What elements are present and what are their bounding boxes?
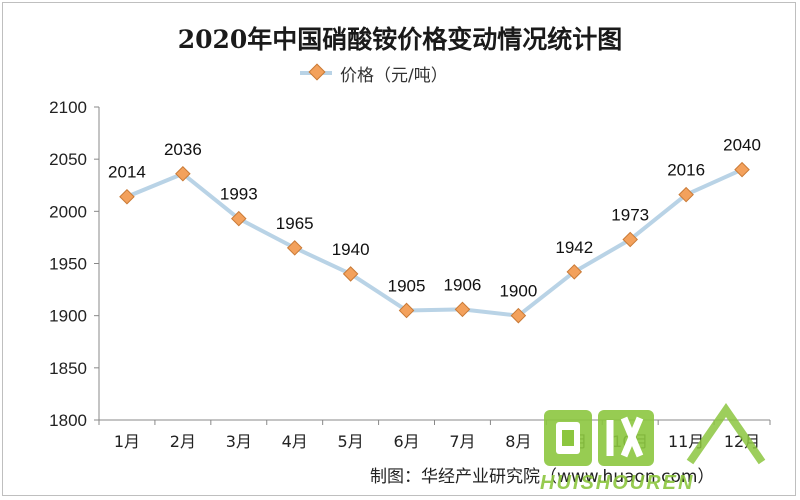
legend-line-swatch bbox=[300, 63, 332, 81]
watermark: HUISHOUREN bbox=[540, 402, 780, 494]
y-tick-label: 1850 bbox=[49, 359, 87, 378]
data-label: 2036 bbox=[164, 140, 202, 159]
x-tick-label: 11月 bbox=[668, 432, 704, 451]
x-tick-label: 3月 bbox=[226, 432, 252, 451]
y-tick-label: 1900 bbox=[49, 307, 87, 326]
data-point bbox=[678, 186, 694, 203]
y-tick-label: 1800 bbox=[49, 411, 87, 430]
data-point bbox=[510, 307, 527, 324]
data-point bbox=[286, 240, 303, 256]
x-tick-label: 5月 bbox=[338, 432, 364, 451]
series-line bbox=[126, 167, 743, 318]
recycle-logo-icon bbox=[544, 402, 766, 466]
data-label: 1993 bbox=[220, 185, 258, 204]
legend: 价格（元/吨） bbox=[300, 62, 448, 86]
data-label: 2040 bbox=[723, 136, 761, 155]
data-label: 1973 bbox=[611, 206, 649, 225]
data-point bbox=[342, 266, 359, 282]
x-tick-label: 7月 bbox=[449, 432, 475, 451]
data-point bbox=[566, 264, 583, 280]
data-label: 1940 bbox=[332, 240, 370, 259]
y-tick-label: 2050 bbox=[49, 150, 87, 169]
data-point bbox=[454, 301, 471, 318]
chart-title: 2020年中国硝酸铵价格变动情况统计图 bbox=[177, 25, 623, 54]
x-tick-label: 6月 bbox=[393, 432, 419, 451]
data-label: 1942 bbox=[555, 238, 593, 257]
data-label: 1906 bbox=[444, 275, 482, 294]
data-label: 2014 bbox=[108, 163, 146, 182]
data-label: 2016 bbox=[667, 161, 705, 180]
data-point bbox=[734, 161, 750, 178]
x-tick-label: 2月 bbox=[170, 432, 196, 451]
y-tick-label: 1950 bbox=[49, 255, 87, 274]
y-tick-label: 2000 bbox=[49, 202, 87, 221]
x-tick-label: 8月 bbox=[505, 432, 531, 451]
data-point bbox=[119, 188, 135, 205]
watermark-text: HUISHOUREN bbox=[540, 472, 695, 494]
data-point bbox=[175, 165, 191, 182]
data-point bbox=[231, 210, 247, 227]
data-label: 1905 bbox=[388, 276, 426, 295]
x-tick-label: 1月 bbox=[114, 432, 140, 451]
data-label: 1965 bbox=[276, 214, 314, 233]
legend-label: 价格（元/吨） bbox=[340, 65, 448, 86]
data-point bbox=[398, 302, 415, 319]
data-label: 1900 bbox=[499, 282, 537, 301]
source-note: 制图：华经产业研究院（www.huaon.com） bbox=[370, 467, 715, 487]
x-tick-label: 4月 bbox=[282, 432, 308, 451]
y-tick-label: 2100 bbox=[49, 98, 87, 117]
data-point bbox=[622, 231, 638, 248]
